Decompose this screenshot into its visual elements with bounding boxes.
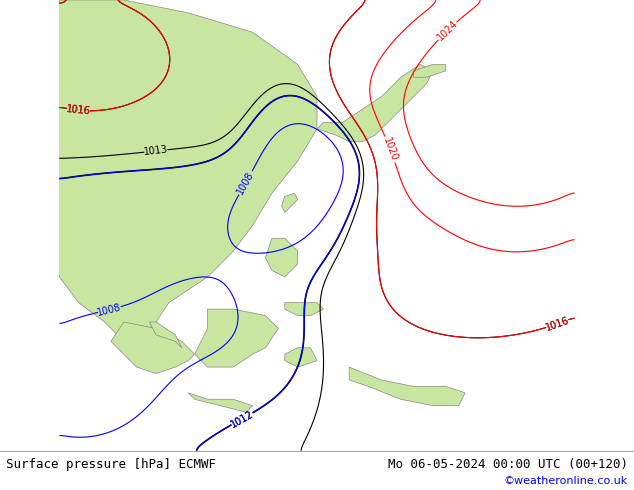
Text: ©weatheronline.co.uk: ©weatheronline.co.uk — [503, 476, 628, 486]
Polygon shape — [15, 0, 317, 342]
Text: Surface pressure [hPa] ECMWF: Surface pressure [hPa] ECMWF — [6, 458, 216, 471]
Text: 1012: 1012 — [229, 409, 256, 429]
Polygon shape — [188, 393, 252, 412]
Polygon shape — [285, 348, 317, 367]
Text: 1016: 1016 — [66, 104, 91, 117]
Text: 1016: 1016 — [66, 104, 91, 117]
Polygon shape — [111, 322, 195, 373]
Text: 1013: 1013 — [143, 145, 169, 157]
Text: 1020: 1020 — [381, 136, 399, 163]
Text: 1016: 1016 — [544, 315, 571, 333]
Polygon shape — [317, 64, 433, 142]
Polygon shape — [285, 303, 323, 316]
Text: 1016: 1016 — [544, 315, 571, 333]
Text: 1024: 1024 — [435, 19, 460, 43]
Polygon shape — [150, 322, 182, 348]
Text: 1008: 1008 — [96, 302, 122, 318]
Polygon shape — [349, 367, 465, 406]
Polygon shape — [266, 238, 298, 277]
Text: Mo 06-05-2024 00:00 UTC (00+120): Mo 06-05-2024 00:00 UTC (00+120) — [387, 458, 628, 471]
Polygon shape — [413, 64, 446, 77]
Text: 1008: 1008 — [235, 170, 256, 196]
Text: 1012: 1012 — [229, 409, 256, 429]
Polygon shape — [281, 193, 298, 213]
Polygon shape — [195, 309, 278, 367]
